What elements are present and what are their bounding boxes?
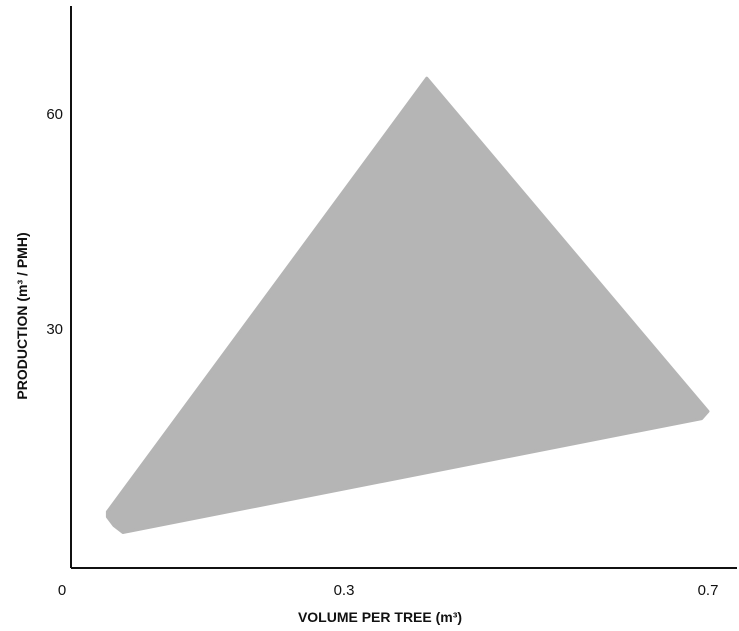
x-axis-label: VOLUME PER TREE (m³)	[298, 609, 462, 625]
x-tick-label: 0	[58, 582, 66, 599]
y-tick-label: 60	[46, 106, 63, 123]
x-tick-label: 0.3	[334, 582, 355, 599]
y-tick-label: 30	[46, 321, 63, 338]
x-tick-label: 0.7	[698, 582, 719, 599]
y-tick-labels: 30 60	[46, 106, 63, 338]
production-range-area	[105, 76, 710, 534]
x-tick-labels: 0 0.3 0.7	[58, 582, 719, 599]
y-axis-label: PRODUCTION (m³ / PMH)	[14, 232, 30, 399]
plot-area	[105, 76, 710, 534]
